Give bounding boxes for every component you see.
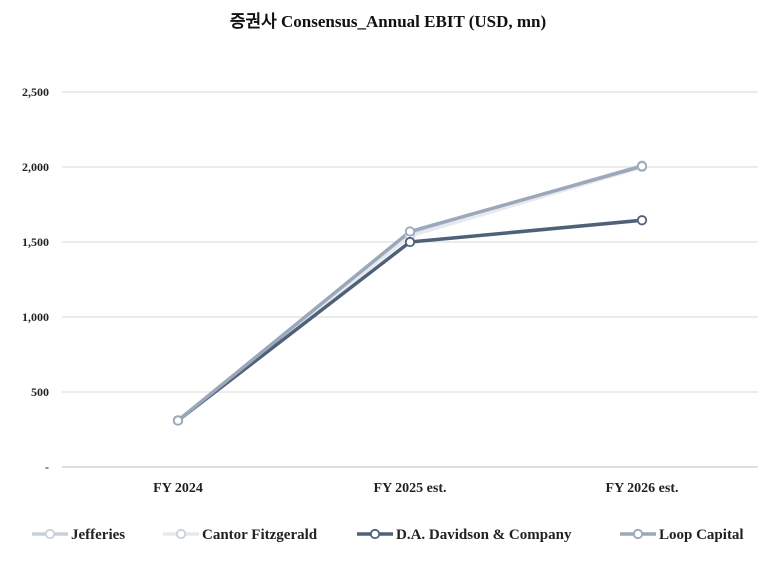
y-tick-label: 2,000	[22, 160, 49, 174]
legend-item: D.A. Davidson & Company	[357, 527, 572, 543]
y-axis-ticks: - 500 1,000 1,500 2,000 2,500	[22, 85, 49, 474]
legend-label: Cantor Fitzgerald	[202, 527, 318, 543]
series-line	[176, 163, 643, 422]
y-tick-label: -	[45, 460, 49, 474]
legend-label: Loop Capital	[659, 527, 744, 543]
series-group	[172, 160, 648, 426]
data-point	[172, 415, 184, 426]
y-tick-label: 1,000	[22, 310, 49, 324]
legend-marker	[632, 528, 644, 540]
x-axis-ticks: FY 2024 FY 2025 est. FY 2026 est.	[153, 481, 678, 496]
legend-marker	[175, 528, 187, 540]
series-line	[176, 164, 643, 422]
series-line	[176, 165, 643, 422]
legend-marker	[369, 528, 381, 540]
legend-item: Loop Capital	[620, 527, 744, 543]
x-tick-label: FY 2025 est.	[374, 481, 447, 496]
x-tick-label: FY 2024	[153, 481, 203, 496]
legend-item: Cantor Fitzgerald	[163, 527, 318, 543]
legend-marker	[44, 528, 56, 540]
legend: Jefferies Cantor Fitzgerald D.A. Davidson …	[32, 527, 744, 543]
data-point	[404, 236, 416, 248]
data-point	[636, 215, 648, 226]
chart-title: 증권사 Consensus_Annual EBIT (USD, mn)	[230, 12, 546, 31]
x-tick-label: FY 2026 est.	[606, 481, 679, 496]
y-tick-label: 1,500	[22, 235, 49, 249]
legend-label: D.A. Davidson & Company	[396, 527, 572, 543]
data-point	[404, 226, 416, 237]
series-line	[176, 218, 643, 422]
gridlines	[62, 91, 758, 468]
y-tick-label: 2,500	[22, 85, 49, 99]
data-point	[636, 161, 648, 172]
y-tick-label: 500	[31, 385, 49, 399]
legend-label: Jefferies	[71, 527, 125, 543]
legend-item: Jefferies	[32, 527, 125, 543]
